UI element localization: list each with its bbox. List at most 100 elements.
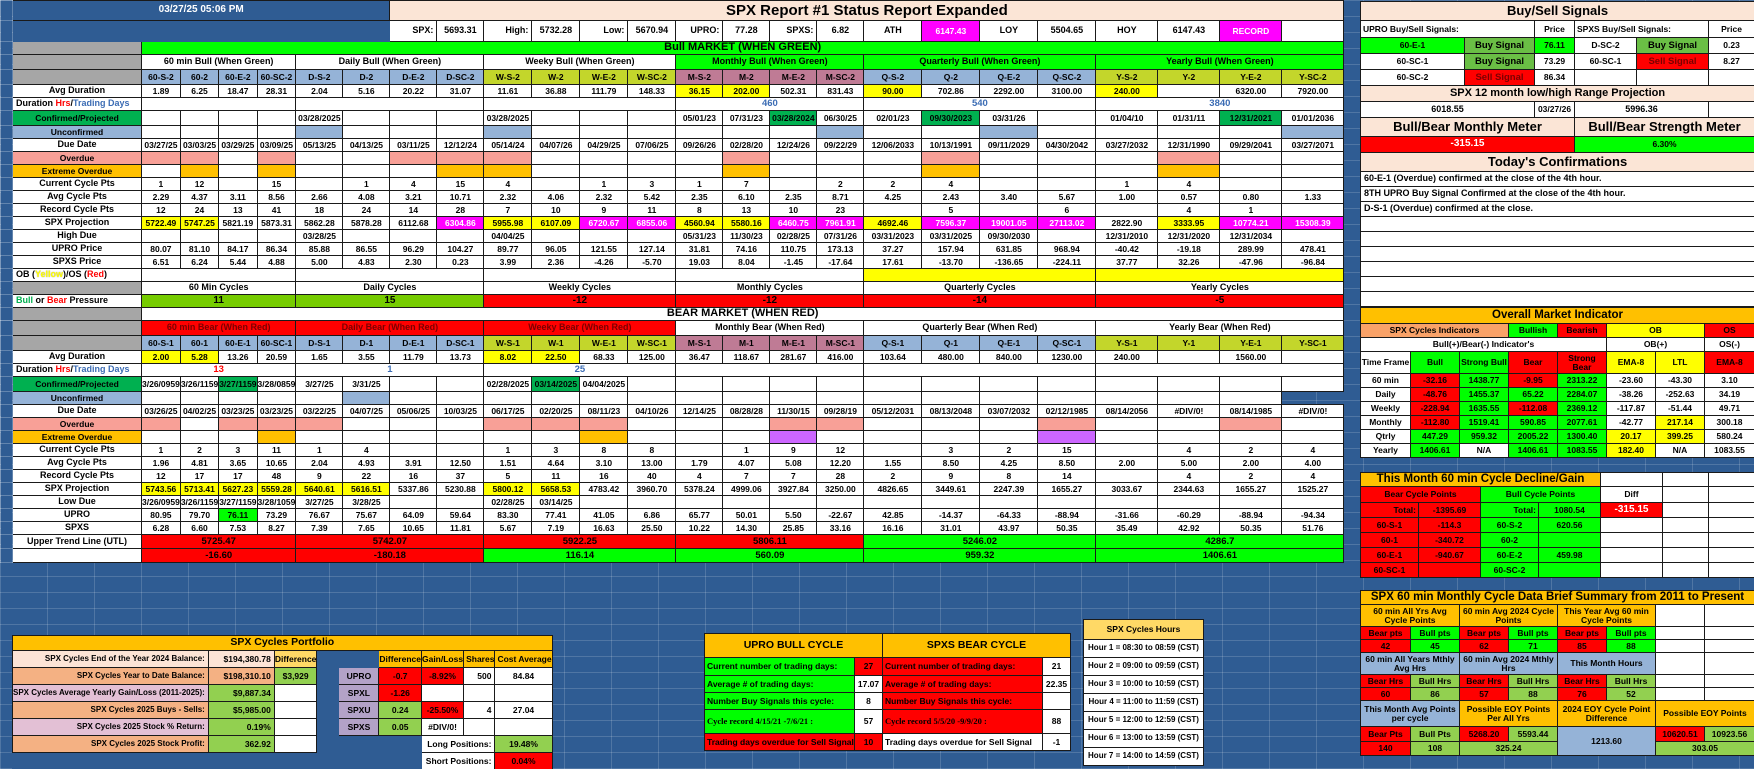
bull-unconfirmed-cell[interactable] (863, 125, 923, 139)
bull-overdue-cell[interactable] (816, 151, 865, 165)
cell[interactable] (1655, 674, 1705, 688)
bull-due-date-cell[interactable]: 03/11/25 (389, 138, 438, 152)
bear-confirmed-cell[interactable]: 3/26/1159 (179, 376, 220, 392)
cycles-group-header-cell[interactable]: Yearly Cycles (1095, 281, 1345, 295)
bear-spxs-cell[interactable]: 10.65 (389, 521, 438, 535)
bear-avg-duration-cell[interactable]: 5.28 (179, 350, 220, 364)
cell[interactable]: 60-E-1 (1360, 37, 1465, 54)
bear-current-cycle-pts-cell[interactable] (863, 443, 923, 457)
bull-col-headers-cell[interactable]: W-E-2 (579, 69, 629, 85)
bull-avg-cycle-pts-cell[interactable]: 5.42 (627, 190, 677, 204)
bull-confirmed-cell[interactable]: 03/31/26 (979, 110, 1039, 126)
bull-extreme-overdue-cell[interactable] (179, 164, 220, 178)
bull-avg-cycle-pts-cell[interactable]: 2.32 (579, 190, 629, 204)
bull-due-date-cell[interactable]: 03/09/25 (256, 138, 297, 152)
cell[interactable]: 2284.07 (1557, 387, 1607, 402)
bull-high-due-cell[interactable]: 12/31/2020 (1157, 229, 1221, 243)
bull-overdue-cell[interactable] (769, 151, 818, 165)
cell[interactable] (273, 684, 318, 702)
bull-unconfirmed-cell[interactable] (256, 125, 297, 139)
cycles-group-header-cell[interactable]: Monthly Cycles (675, 281, 865, 295)
bull-avg-duration-cell[interactable]: 90.00 (863, 84, 923, 98)
bear-confirmed-cell[interactable] (1095, 376, 1159, 392)
bull-confirmed-cell[interactable]: 01/01/2036 (1281, 110, 1345, 126)
bear-avg-duration-cell[interactable]: 240.00 (1095, 350, 1159, 364)
bull-high-due-cell[interactable]: 03/28/25 (295, 229, 344, 243)
bear-extreme-overdue-cell[interactable] (722, 430, 771, 444)
cell[interactable]: $5,985.00 (207, 701, 275, 719)
bull-record-cycle-pts-cell[interactable]: 28 (436, 203, 485, 217)
cell[interactable]: N/A (1459, 443, 1509, 458)
bear-spx-projection-cell[interactable] (0, 482, 13, 496)
bull-confirmed-cell[interactable] (627, 110, 677, 126)
bull-unconfirmed-cell[interactable] (483, 125, 533, 139)
bull-record-cycle-pts-cell[interactable]: 4 (1157, 203, 1221, 217)
bear-spx-projection-cell[interactable]: 5713.41 (179, 482, 220, 496)
bear-upro-cell[interactable]: 75.67 (342, 508, 391, 522)
bull-upro-price-cell[interactable]: 631.85 (979, 242, 1039, 256)
bull-upro-price-cell[interactable]: 37.27 (863, 242, 923, 256)
bear-avg-duration-cell[interactable]: 13.26 (218, 350, 258, 364)
ticker-row-cell[interactable]: 5693.31 (436, 20, 485, 42)
cell[interactable] (316, 667, 340, 685)
bear-avg-cycle-pts-cell[interactable]: 2.00 (1219, 456, 1283, 470)
bear-overdue-cell[interactable] (1281, 417, 1345, 431)
cell[interactable]: 399.25 (1655, 429, 1705, 444)
bear-avg-cycle-pts-cell[interactable]: 5.08 (769, 456, 818, 470)
bull-spx-projection-cell[interactable]: 5722.49 (141, 216, 181, 230)
bear-extreme-overdue-cell[interactable] (179, 430, 220, 444)
bear-current-cycle-pts-cell[interactable]: 3 (218, 443, 258, 457)
bear-duration-hrs-cell[interactable] (675, 363, 865, 377)
bull-col-headers-cell[interactable]: 60-2 (179, 69, 220, 85)
bear-due-date-cell[interactable]: 03/23/25 (256, 404, 297, 418)
cell[interactable]: Bull Pts (1410, 726, 1460, 742)
pressure-row-cell[interactable]: -12 (675, 294, 865, 308)
bull-market-band-cell[interactable] (0, 41, 13, 55)
bear-current-cycle-pts-cell[interactable]: 11 (256, 443, 297, 457)
cell[interactable]: Bullish (1508, 323, 1558, 338)
bull-upro-price-cell[interactable]: 85.88 (295, 242, 344, 256)
bull-current-cycle-pts-cell[interactable]: 1 (1095, 177, 1159, 191)
bear-due-date-cell[interactable]: 08/13/2048 (921, 404, 981, 418)
bull-avg-cycle-pts-cell[interactable]: 4.37 (179, 190, 220, 204)
bull-confirmed-cell[interactable] (179, 110, 220, 126)
bull-confirmed-cell[interactable] (218, 110, 258, 126)
bear-unconfirmed-cell[interactable]: Unconfirmed (12, 391, 142, 405)
bull-avg-cycle-pts-cell[interactable]: 4.25 (863, 190, 923, 204)
cycles-group-header-cell[interactable] (12, 281, 142, 295)
bull-col-headers-cell[interactable]: Y-E-2 (1219, 69, 1283, 85)
bear-spxs-cell[interactable]: 7.39 (295, 521, 344, 535)
bear-confirmed-cell[interactable]: 3/31/25 (342, 376, 391, 392)
bull-extreme-overdue-cell[interactable] (256, 164, 297, 178)
cell[interactable]: 27.04 (494, 701, 553, 719)
bear-due-date-cell[interactable]: 02/12/1985 (1037, 404, 1097, 418)
cell[interactable]: 2005.22 (1508, 429, 1558, 444)
cell[interactable]: Long Positions: (420, 735, 496, 753)
ob-os-row-cell[interactable]: OB (Yellow)/OS (Red) (12, 268, 142, 282)
bear-spxs-cell[interactable]: 8.27 (256, 521, 297, 535)
bull-extreme-overdue-cell[interactable] (722, 164, 771, 178)
bear-low-due-cell[interactable]: 3/26/1159 (179, 495, 220, 509)
bull-avg-duration-cell[interactable]: 18.47 (218, 84, 258, 98)
bear-due-date-cell[interactable]: 08/14/1985 (1219, 404, 1283, 418)
cell[interactable]: -228.94 (1410, 401, 1460, 416)
bull-unconfirmed-cell[interactable] (141, 125, 181, 139)
bear-col-headers-cell[interactable]: 60-S-1 (141, 335, 181, 351)
bull-overdue-cell[interactable] (218, 151, 258, 165)
bull-record-cycle-pts-cell[interactable]: 24 (342, 203, 391, 217)
bull-record-cycle-pts-cell[interactable]: 10 (531, 203, 581, 217)
bear-avg-duration-cell[interactable]: 2.00 (141, 350, 181, 364)
cell[interactable]: Buy Signal (1464, 37, 1535, 54)
cell[interactable]: SPXL (338, 684, 380, 702)
bull-unconfirmed-cell[interactable] (722, 125, 771, 139)
bull-high-due-cell[interactable] (141, 229, 181, 243)
bull-col-headers-cell[interactable]: 60-SC-2 (256, 69, 297, 85)
cell[interactable]: Sell Signal (1636, 53, 1709, 70)
bull-due-date-cell[interactable]: 03/27/2032 (1095, 138, 1159, 152)
ticker-row-cell[interactable]: 6147.43 (1157, 20, 1221, 42)
bull-unconfirmed-cell[interactable] (579, 125, 629, 139)
bull-upro-price-cell[interactable]: 968.94 (1037, 242, 1097, 256)
bull-high-due-cell[interactable]: 02/28/25 (769, 229, 818, 243)
bear-current-cycle-pts-cell[interactable]: 9 (769, 443, 818, 457)
bull-col-headers-cell[interactable]: M-S-2 (675, 69, 724, 85)
